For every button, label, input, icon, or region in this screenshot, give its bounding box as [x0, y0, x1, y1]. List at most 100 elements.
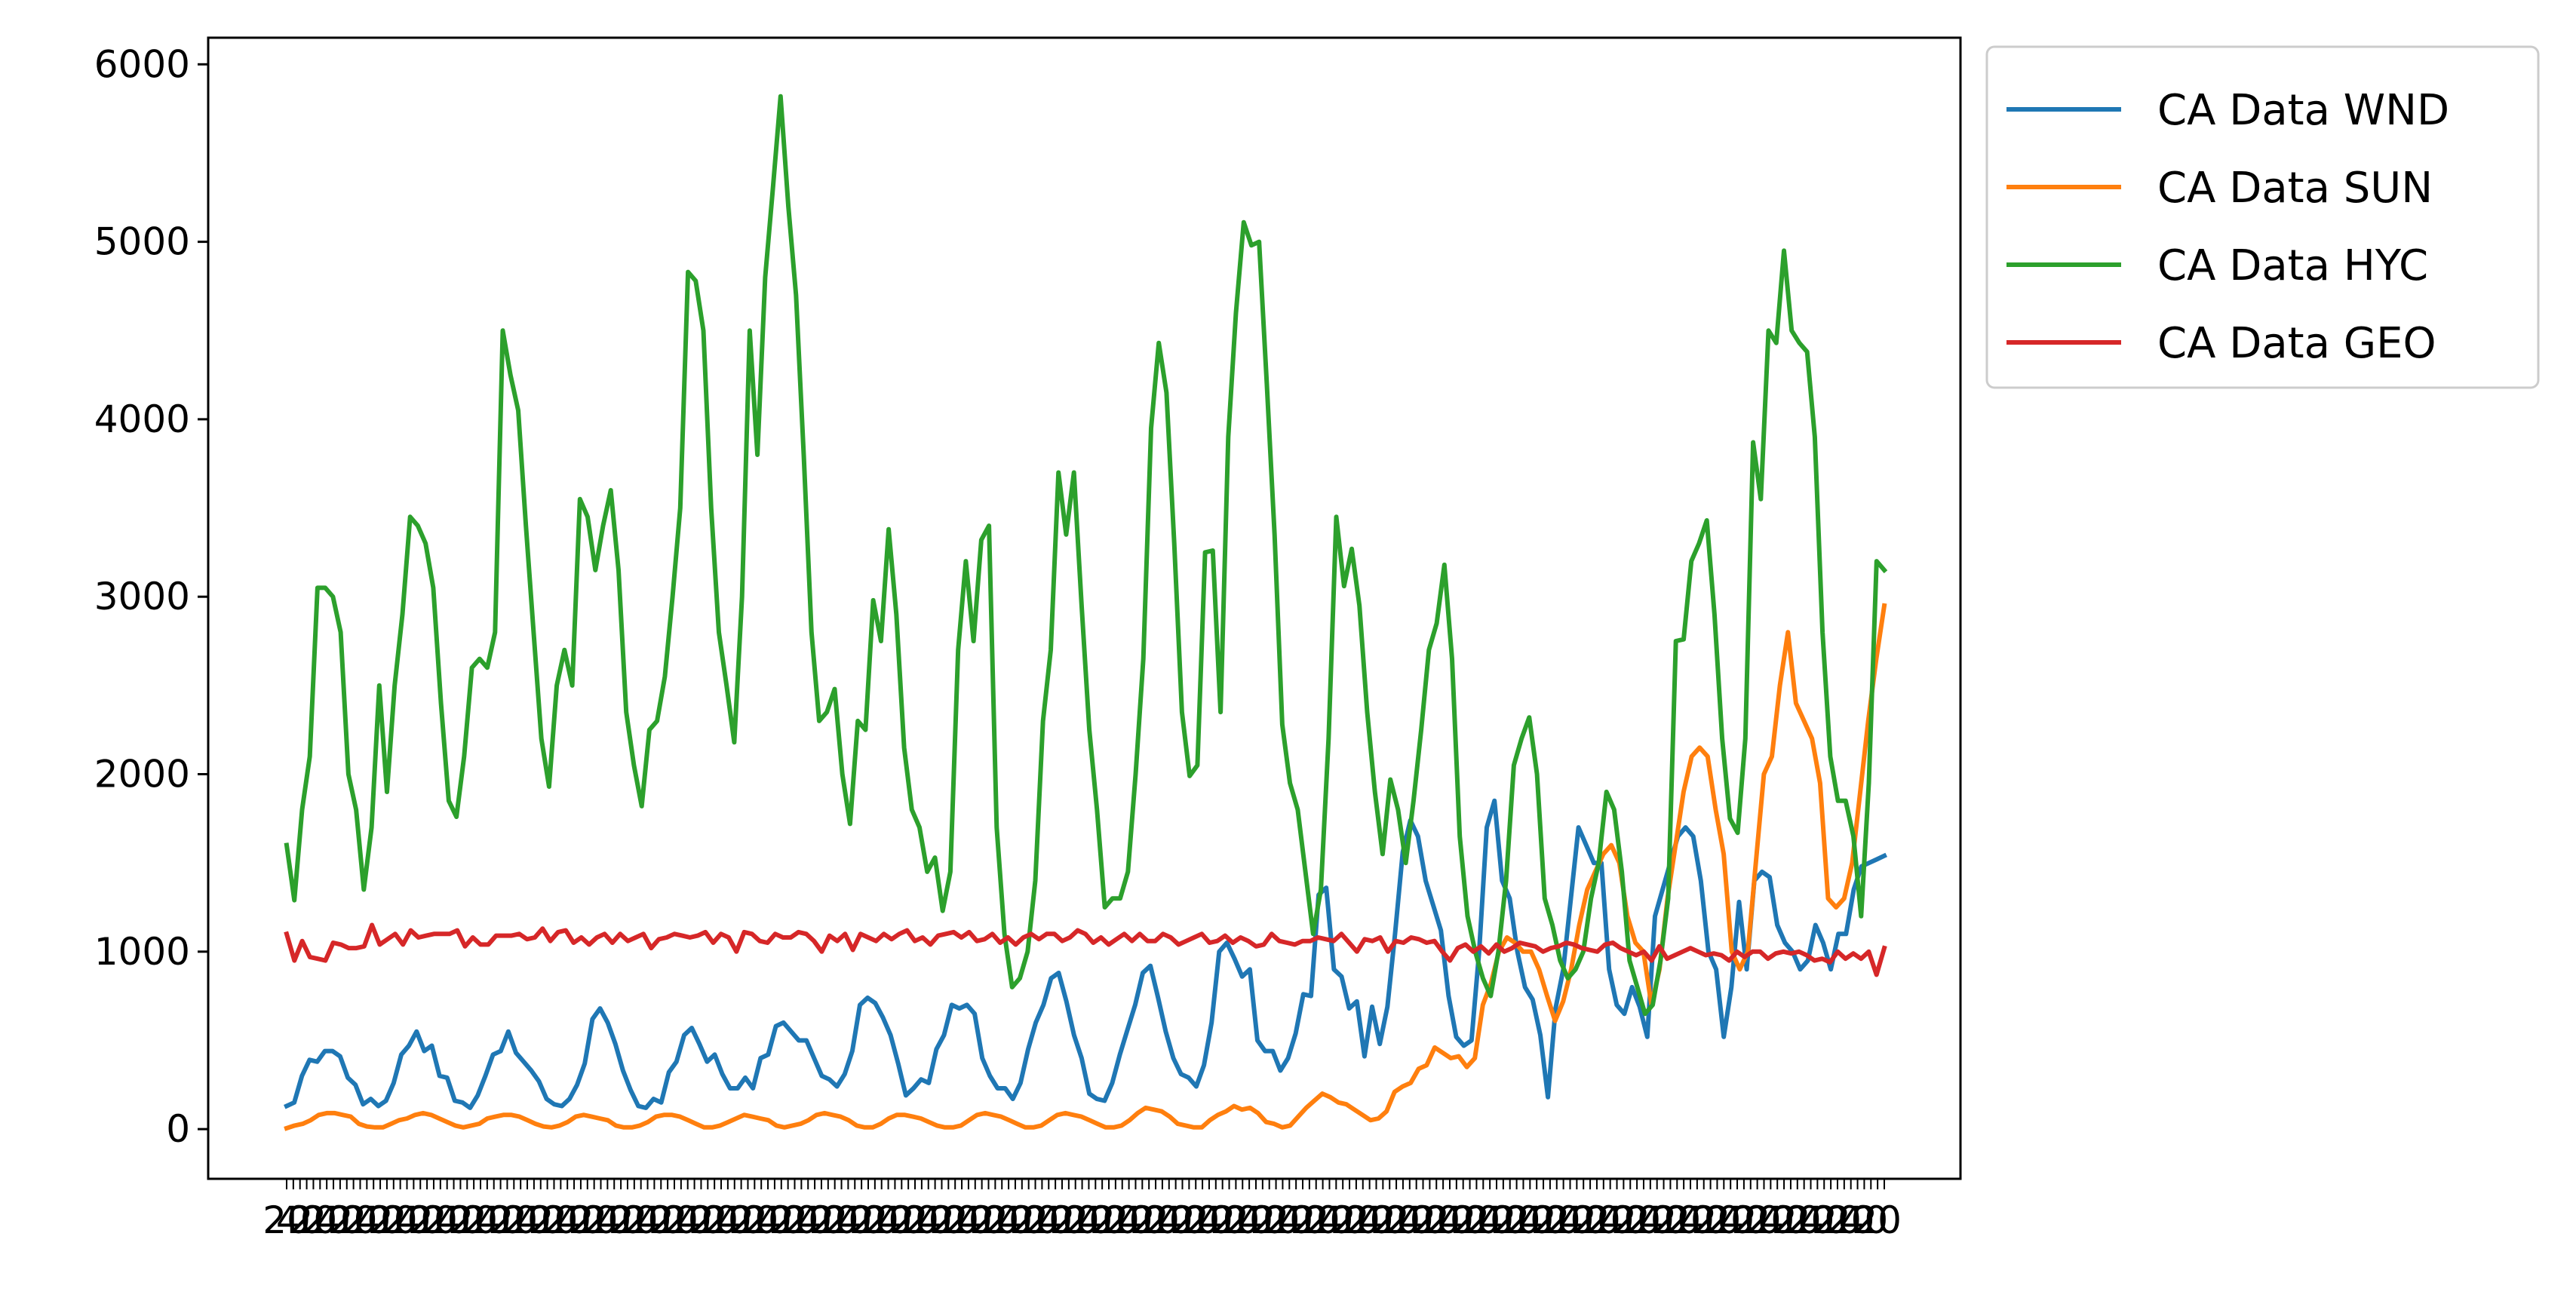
x-tick-label: 20	[263, 1198, 311, 1242]
series-line-ca-data-wnd	[284, 798, 1887, 1110]
x-tick-label: 40	[1680, 1198, 1728, 1242]
y-tick-label: 0	[166, 1107, 190, 1151]
legend-label: CA Data HYC	[2157, 241, 2428, 290]
x-tick-label: 40	[757, 1198, 806, 1242]
x-tick-label: 20	[1412, 1198, 1460, 1242]
x-tick-label: 20	[1853, 1198, 1902, 1242]
x-tick-label: 20	[744, 1198, 792, 1242]
x-tick-label: 20	[731, 1198, 779, 1242]
x-tick-label: 20	[1346, 1198, 1394, 1242]
x-tick-label: 40	[918, 1198, 966, 1242]
x-tick-label: 20	[370, 1198, 418, 1242]
y-tick-label: 3000	[94, 575, 190, 618]
x-tick-label: 20	[771, 1198, 819, 1242]
x-axis	[286, 1179, 1885, 1189]
x-tick-label: 40	[1519, 1198, 1567, 1242]
x-tick-label: 40	[597, 1198, 645, 1242]
x-tick-label: 40	[1199, 1198, 1247, 1242]
x-tick-label: 20	[1613, 1198, 1661, 1242]
x-tick-label: 20	[530, 1198, 579, 1242]
x-tick-label: 40	[316, 1198, 364, 1242]
x-tick-label: 40	[1239, 1198, 1287, 1242]
y-tick-label: 1000	[94, 930, 190, 974]
x-tick-label: 20	[1306, 1198, 1354, 1242]
x-tick-label: 20	[931, 1198, 979, 1242]
x-tick-label: 40	[958, 1198, 1006, 1242]
series-line-ca-data-geo	[284, 922, 1887, 977]
series-line-ca-data-sun	[284, 603, 1887, 1131]
x-tick-label: 20	[664, 1198, 712, 1242]
x-tick-label: 20	[1131, 1198, 1180, 1242]
x-tick-label: 40	[1439, 1198, 1488, 1242]
x-tick-label: 20	[570, 1198, 619, 1242]
x-tick-label: 40	[1600, 1198, 1648, 1242]
x-tick-label: 20	[1292, 1198, 1340, 1242]
x-tick-label: 20	[1773, 1198, 1822, 1242]
x-tick-label: 20	[824, 1198, 873, 1242]
x-tick-label: 20	[383, 1198, 431, 1242]
x-tick-label: 20	[1653, 1198, 1701, 1242]
series-layer	[284, 94, 1888, 1131]
x-tick-label: 40	[1078, 1198, 1126, 1242]
x-tick-label: 20	[1466, 1198, 1514, 1242]
x-tick-label: 40	[717, 1198, 766, 1242]
x-tick-label: 20	[463, 1198, 511, 1242]
x-tick-label: 20	[1091, 1198, 1140, 1242]
x-tick-label: 20	[1012, 1198, 1060, 1242]
x-tick-label: 20	[1626, 1198, 1675, 1242]
x-tick-label: 40	[1760, 1198, 1808, 1242]
plot-frame	[207, 36, 1962, 1180]
x-tick-label: 20	[944, 1198, 993, 1242]
x-tick-label: 20	[1493, 1198, 1541, 1242]
x-tick-label: 40	[276, 1198, 324, 1242]
x-tick-label: 20	[904, 1198, 953, 1242]
y-tick-label: 6000	[94, 42, 190, 86]
x-tick-label: 40	[797, 1198, 846, 1242]
x-tick-label: 40	[1800, 1198, 1848, 1242]
x-tick-label: 20	[1706, 1198, 1755, 1242]
x-tick-label: 40	[437, 1198, 485, 1242]
legend-label: CA Data GEO	[2157, 319, 2436, 368]
x-tick-label: 20	[1332, 1198, 1380, 1242]
y-tick-label: 4000	[94, 397, 190, 441]
x-tick-label: 40	[1159, 1198, 1207, 1242]
x-tick-label: 20	[1506, 1198, 1555, 1242]
x-tick-label: 40	[1720, 1198, 1768, 1242]
x-tick-label: 40	[1279, 1198, 1327, 1242]
x-tick-label: 20	[891, 1198, 939, 1242]
x-tick-label: 40	[1640, 1198, 1688, 1242]
legend-box	[1985, 45, 2540, 389]
x-tick-label: 20	[1813, 1198, 1862, 1242]
x-tick-label: 20	[1666, 1198, 1715, 1242]
x-tick-label: 40	[477, 1198, 525, 1242]
x-tick-label: 20	[704, 1198, 752, 1242]
x-tick-label: 20	[690, 1198, 738, 1242]
legend: CA Data WND CA Data SUN CA Data HYC CA Data…	[1985, 45, 2540, 389]
legend-label: CA Data WND	[2157, 86, 2449, 135]
series-line-ca-data-hyc	[284, 94, 1888, 1017]
x-tick-label: 20	[343, 1198, 391, 1242]
x-tick-label: 20	[1573, 1198, 1621, 1242]
x-tick-label: 40	[1038, 1198, 1086, 1242]
x-tick-label: 20	[784, 1198, 832, 1242]
legend-label: CA Data SUN	[2157, 164, 2433, 213]
x-tick-label: 20	[490, 1198, 538, 1242]
x-tick-label: 40	[1479, 1198, 1527, 1242]
x-tick-label: 20	[1171, 1198, 1220, 1242]
x-tick-label: 40	[1399, 1198, 1448, 1242]
x-tick-label: 20	[1787, 1198, 1835, 1242]
x-tick-label: 20	[1733, 1198, 1782, 1242]
x-tick-label: 20	[811, 1198, 859, 1242]
x-tick-label: 20	[1225, 1198, 1273, 1242]
x-tick-label: 20	[972, 1198, 1020, 1242]
x-tick-label: 20	[851, 1198, 899, 1242]
y-tick-label: 2000	[94, 753, 190, 796]
x-tick-label: 20	[1827, 1198, 1875, 1242]
x-tick-label: 40	[637, 1198, 685, 1242]
x-tick-label: 20	[543, 1198, 591, 1242]
y-tick-label: 5000	[94, 220, 190, 264]
x-tick-label: 20	[450, 1198, 498, 1242]
x-tick-label: 20	[1453, 1198, 1501, 1242]
x-tick-labels: 2040202040202040202040202040202040202040…	[263, 1198, 1902, 1242]
